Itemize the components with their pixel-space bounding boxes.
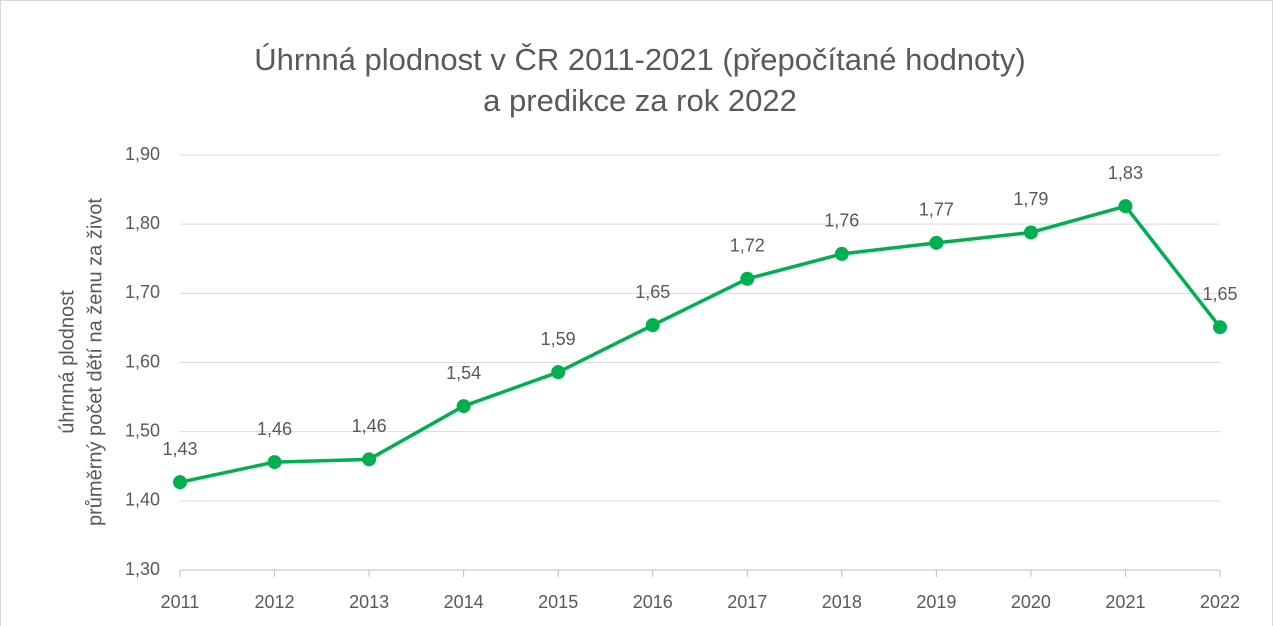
x-tick-label: 2014: [444, 592, 484, 612]
y-tick-label: 1,30: [125, 559, 160, 579]
y-tick-label: 1,80: [125, 213, 160, 233]
chart-title: a predikce za rok 2022: [483, 83, 797, 118]
data-label: 1,79: [1013, 189, 1048, 209]
y-tick-label: 1,70: [125, 282, 160, 302]
marker: [173, 475, 187, 490]
x-tick-label: 2020: [1011, 592, 1051, 612]
x-tick-label: 2017: [727, 592, 767, 612]
y-tick-label: 1,90: [125, 144, 160, 164]
data-label: 1,72: [730, 236, 765, 256]
x-tick-label: 2015: [538, 592, 578, 612]
data-label: 1,46: [352, 416, 387, 436]
x-tick-label: 2021: [1105, 592, 1145, 612]
marker: [456, 399, 471, 414]
marker: [834, 246, 849, 261]
data-label: 1,77: [919, 200, 954, 220]
marker: [267, 455, 282, 470]
line: [179, 204, 1222, 484]
x-tick-label: 2018: [822, 592, 862, 612]
marker: [1023, 225, 1038, 240]
data-label: 1,43: [162, 439, 197, 459]
y-tick-label: 1,60: [125, 351, 160, 371]
marker: [929, 235, 944, 250]
data-label: 1,59: [541, 329, 576, 349]
x-tick-label: 2019: [916, 592, 956, 612]
y-tick-label: 1,40: [125, 490, 160, 510]
data-label: 1,76: [824, 211, 859, 231]
data-label: 1,46: [257, 419, 292, 439]
data-label: 1,65: [1202, 284, 1237, 304]
marker: [362, 452, 377, 467]
marker: [1118, 199, 1133, 214]
x-tick-label: 2012: [255, 592, 295, 612]
data-label: 1,83: [1108, 163, 1143, 183]
x-tick-label: 2011: [161, 592, 200, 612]
chart-title: Úhrnná plodnost v ČR 2011-2021 (přepočít…: [254, 42, 1025, 77]
marker: [645, 318, 660, 333]
x-tick-label: 2022: [1200, 592, 1240, 612]
marker: [740, 271, 755, 286]
y-tick-label: 1,50: [125, 420, 160, 440]
y-axis-title: průměrný počet dětí na ženu za život: [84, 198, 106, 526]
data-label: 1,65: [635, 282, 670, 302]
marker: [551, 365, 566, 380]
data-label: 1,54: [446, 363, 481, 383]
y-axis-title: úhrnná plodnost: [56, 290, 78, 434]
marker: [1213, 320, 1227, 335]
x-tick-label: 2016: [633, 592, 673, 612]
x-tick-label: 2013: [349, 592, 389, 612]
